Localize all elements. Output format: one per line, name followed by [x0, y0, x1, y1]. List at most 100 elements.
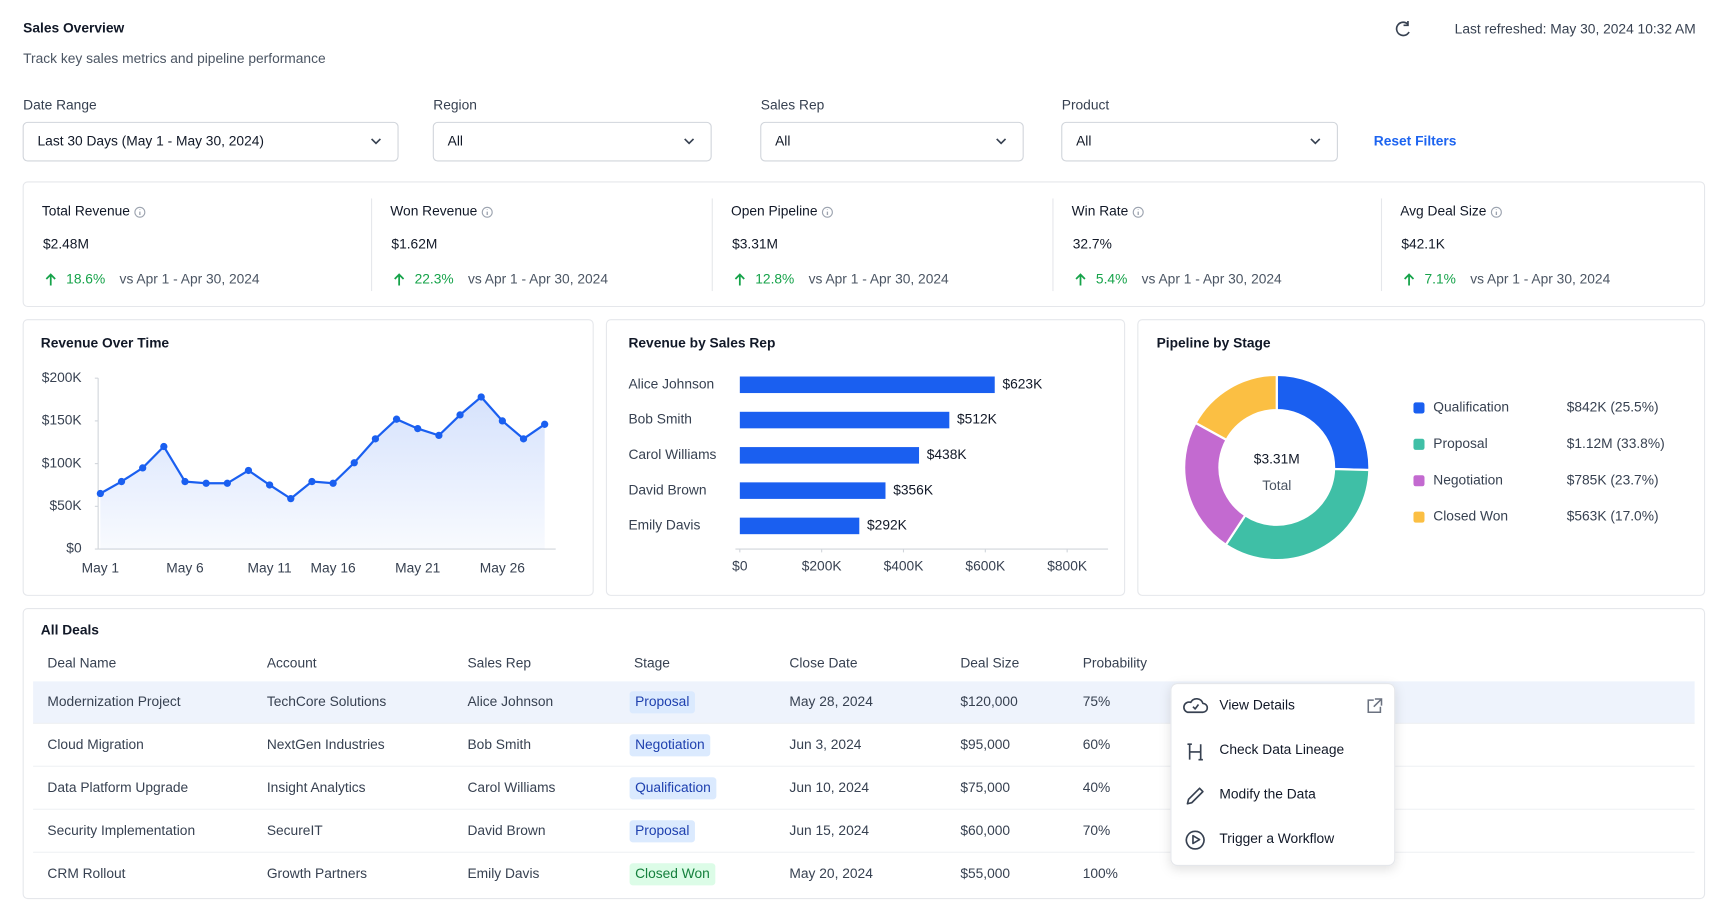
info-icon: [1490, 206, 1502, 218]
kpi-value: 32.7%: [1073, 236, 1112, 251]
data-label: $438K: [927, 447, 968, 462]
page-subtitle: Track key sales metrics and pipeline per…: [23, 51, 326, 66]
menu-item[interactable]: Modify the Data: [1219, 787, 1316, 802]
filter-dropdown[interactable]: [760, 121, 1024, 162]
area: [100, 396, 545, 550]
row-highlight: [33, 681, 1695, 724]
reset-filters-link[interactable]: Reset Filters: [1374, 133, 1457, 148]
x-tick-label: May 11: [248, 561, 292, 576]
kpi-compare: vs Apr 1 - Apr 30, 2024: [1470, 272, 1610, 287]
bar: [739, 411, 950, 429]
legend-label: Proposal: [1433, 436, 1487, 451]
stage-label: Negotiation: [635, 737, 705, 752]
filter-dropdown[interactable]: [432, 121, 712, 162]
point: [519, 435, 528, 443]
table-cell: $95,000: [960, 737, 1010, 752]
filter-label: Sales Rep: [761, 97, 825, 112]
point: [160, 442, 168, 451]
legend-swatch: [1413, 475, 1425, 487]
donut-segment: [1194, 373, 1278, 442]
point: [541, 420, 549, 428]
x-tick-label: May 26: [480, 561, 525, 576]
x-tick-label: $200K: [802, 558, 843, 573]
menu-item[interactable]: Check Data Lineage: [1219, 742, 1344, 757]
point: [287, 495, 295, 503]
filter-value: All: [1076, 133, 1091, 148]
menu-item[interactable]: Trigger a Workflow: [1219, 831, 1334, 846]
legend-swatch: [1413, 438, 1425, 450]
menu-icon: [1186, 787, 1204, 805]
up-arrow-icon: [734, 273, 745, 286]
kpi-compare: vs Apr 1 - Apr 30, 2024: [1142, 272, 1282, 287]
table-cell: Growth Partners: [267, 866, 367, 881]
refresh-icon[interactable]: [1395, 20, 1410, 37]
kpi-label: Open Pipeline: [731, 203, 818, 218]
data-label: $512K: [957, 412, 998, 427]
point: [477, 393, 485, 401]
table-cell: Bob Smith: [467, 737, 531, 752]
donut-center-label: Total: [1262, 478, 1291, 493]
table-cell: $120,000: [960, 694, 1018, 709]
line: [99, 395, 546, 501]
y-tick-label: $100K: [42, 455, 83, 470]
stage-badge: [629, 863, 716, 886]
table-cell: 70%: [1083, 823, 1111, 838]
filter-dropdown[interactable]: [1061, 121, 1338, 162]
column-header: Stage: [634, 655, 670, 670]
legend-value: $1.12M (33.8%): [1567, 436, 1665, 451]
info-icon: [821, 206, 833, 218]
table-cell: Jun 3, 2024: [789, 737, 861, 752]
filter-value: All: [775, 133, 790, 148]
kpi-compare: vs Apr 1 - Apr 30, 2024: [809, 272, 949, 287]
bar: [739, 447, 920, 464]
y-tick-label: $150K: [42, 413, 83, 428]
legend-label: Qualification: [1433, 400, 1509, 415]
x-tick-label: May 16: [311, 561, 356, 576]
chart-title: Revenue by Sales Rep: [628, 336, 775, 351]
column-header: Deal Size: [960, 655, 1019, 670]
point: [96, 489, 104, 498]
column-header: Account: [267, 655, 317, 670]
point: [350, 459, 358, 467]
table-cell: 100%: [1083, 866, 1118, 881]
x-tick-label: $0: [732, 558, 748, 573]
table-cell: May 28, 2024: [789, 694, 873, 709]
point: [139, 464, 147, 472]
kpi-change: 18.6%: [66, 272, 105, 287]
bar: [739, 517, 860, 535]
kpi-label: Won Revenue: [390, 203, 477, 218]
chart-title: Pipeline by Stage: [1157, 336, 1271, 351]
bar: [739, 376, 995, 394]
page-title: Sales Overview: [23, 20, 124, 35]
stage-label: Closed Won: [635, 866, 710, 881]
table-cell: Alice Johnson: [467, 694, 553, 709]
kpi-label: Total Revenue: [42, 203, 130, 218]
point: [265, 481, 274, 489]
table-title: All Deals: [41, 622, 99, 637]
up-arrow-icon: [1404, 273, 1415, 286]
info-icon: [1132, 206, 1144, 218]
chart-title: Revenue Over Time: [41, 336, 170, 351]
point: [308, 477, 316, 486]
kpi-compare: vs Apr 1 - Apr 30, 2024: [120, 272, 260, 287]
x-tick-label: $600K: [965, 558, 1006, 573]
point: [414, 424, 422, 433]
y-tick-label: Carol Williams: [628, 447, 716, 462]
stage-label: Proposal: [635, 694, 689, 709]
table-cell: Insight Analytics: [267, 780, 366, 795]
table-cell: TechCore Solutions: [267, 694, 386, 709]
filter-dropdown[interactable]: [22, 121, 399, 162]
legend-swatch: [1413, 511, 1425, 523]
chart-card: [1137, 319, 1706, 596]
data-label: $623K: [1002, 376, 1043, 391]
table-cell: Carol Williams: [467, 780, 555, 795]
table-cell: May 20, 2024: [789, 866, 873, 881]
point: [392, 415, 401, 423]
chevron-icon: [370, 138, 381, 145]
point: [498, 417, 506, 425]
up-arrow-icon: [394, 273, 405, 286]
menu-item[interactable]: View Details: [1219, 697, 1295, 712]
table-cell: $55,000: [960, 866, 1010, 881]
context-menu: [1170, 683, 1396, 867]
